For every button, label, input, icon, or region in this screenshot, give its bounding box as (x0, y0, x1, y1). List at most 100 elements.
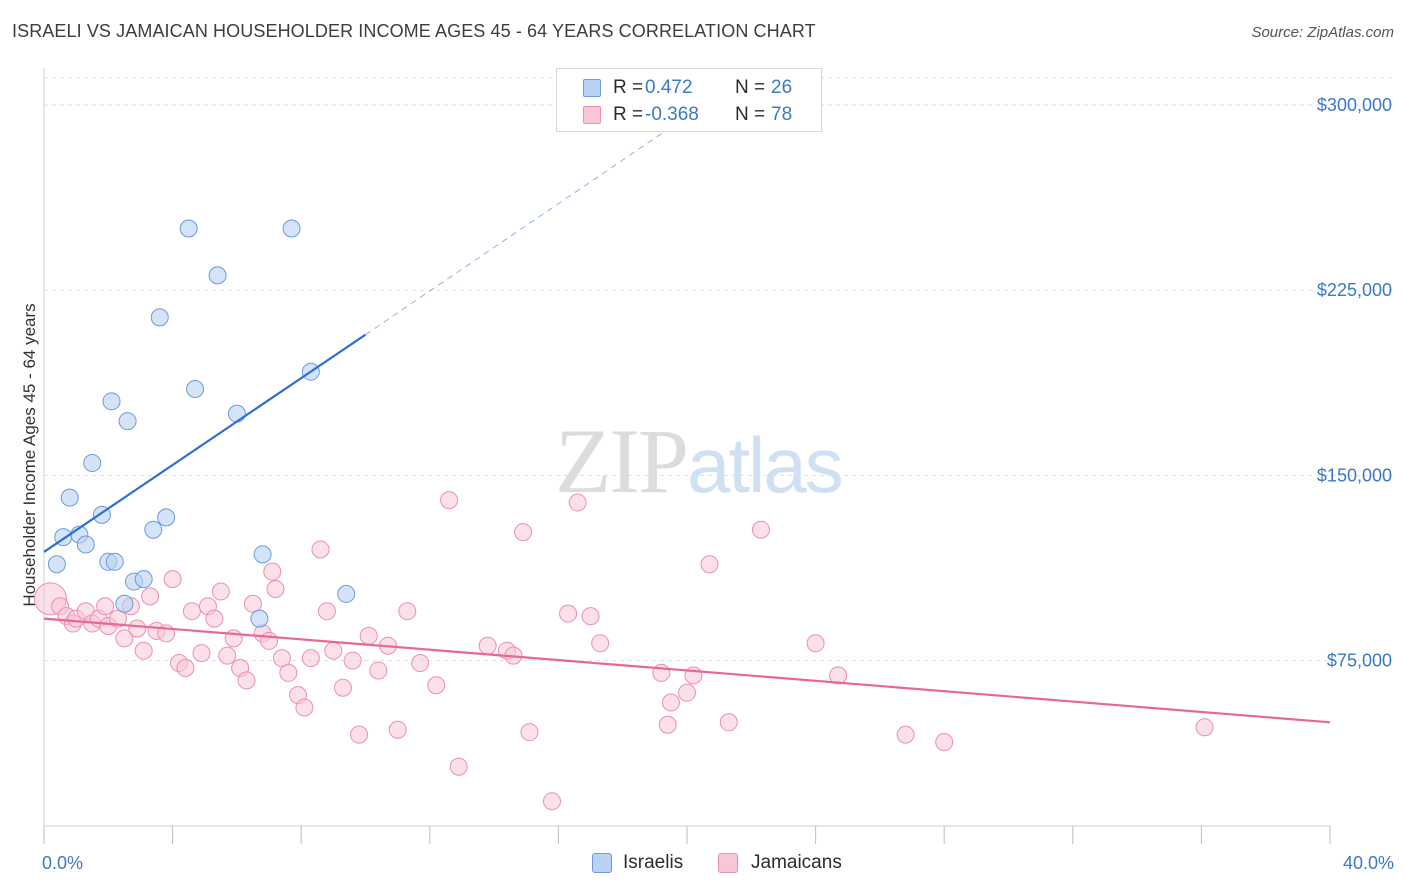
jamaicans-point (591, 634, 610, 653)
jamaicans-point (163, 570, 182, 589)
grid-lines (44, 77, 1394, 662)
jamaicans-point (514, 523, 533, 542)
n-value: 78 (771, 104, 793, 125)
israelis-point (60, 488, 79, 507)
israelis-swatch (583, 79, 601, 97)
jamaicans-swatch (583, 106, 601, 124)
israelis-point (157, 508, 176, 527)
israelis-point (186, 379, 205, 398)
israelis-point (134, 570, 153, 589)
r-value: -0.368 (645, 104, 699, 125)
jamaicans-point (559, 604, 578, 623)
jamaicans-point (134, 641, 153, 660)
israelis-point (250, 609, 269, 628)
trend-lines (43, 126, 1331, 724)
jamaicans-point (359, 626, 378, 645)
jamaicans-point (661, 693, 680, 712)
jamaicans-trend-line (43, 617, 1331, 724)
jamaicans-point (237, 671, 256, 690)
israelis-point (47, 555, 66, 574)
jamaicans-point (141, 587, 160, 606)
israelis-point (253, 545, 272, 564)
jamaicans-point (96, 597, 115, 616)
r-label: R = (613, 104, 644, 125)
israelis-point (102, 392, 121, 411)
israelis-point (179, 219, 198, 238)
jamaicans-point (176, 658, 195, 677)
jamaicans-point (542, 792, 561, 811)
jamaicans-point (719, 713, 738, 732)
jamaicans-point (658, 715, 677, 734)
israelis-point (83, 454, 102, 473)
jamaicans-point (1195, 718, 1214, 737)
jamaicans-point (279, 663, 298, 682)
jamaicans-point (520, 723, 539, 742)
n-label: N = (735, 104, 766, 125)
jamaicans-point (263, 562, 282, 581)
jamaicans-point (449, 757, 468, 776)
jamaicans-point (581, 607, 600, 626)
israelis-point (208, 266, 227, 285)
jamaicans-point (806, 634, 825, 653)
jamaicans-point (128, 619, 147, 638)
jamaicans-point (182, 602, 201, 621)
jamaicans-point (218, 646, 237, 665)
jamaicans-point (115, 629, 134, 648)
jamaicans-point (700, 555, 719, 574)
y-tick-label: $75,000 (1327, 651, 1392, 671)
jamaicans-point (333, 678, 352, 697)
israelis-point (282, 219, 301, 238)
y-tick-label: $225,000 (1317, 280, 1392, 300)
jamaicans-point (272, 649, 291, 668)
correlation-legend: R = 0.472 N = 26 R = -0.368 N = 78 (556, 68, 822, 132)
jamaicans-point (935, 733, 954, 752)
jamaicans-point (398, 602, 417, 621)
jamaicans-point (108, 609, 127, 628)
jamaicans-point (205, 609, 224, 628)
jamaicans-point (343, 651, 362, 670)
chart-title: ISRAELI VS JAMAICAN HOUSEHOLDER INCOME A… (12, 21, 816, 41)
israelis-point (76, 535, 95, 554)
jamaicans-point (266, 579, 285, 598)
jamaicans-point (317, 602, 336, 621)
watermark-atlas: atlas (687, 421, 844, 509)
source-credit: Source: ZipAtlas.com (1251, 24, 1394, 41)
israelis-point (150, 308, 169, 327)
axes (43, 68, 1331, 844)
israelis-point (337, 584, 356, 603)
y-tick-label: $300,000 (1317, 95, 1392, 115)
jamaicans-point (324, 641, 343, 660)
jamaicans-point (192, 644, 211, 663)
y-tick-labels: $75,000 $150,000 $225,000 $300,000 (1317, 95, 1392, 671)
jamaicans-point (211, 582, 230, 601)
israelis-trend-line (43, 333, 367, 553)
x-axis-min-label: 0.0% (42, 853, 84, 873)
israelis-trend-extension (365, 126, 672, 336)
n-label: N = (735, 77, 766, 98)
jamaicans-point (896, 725, 915, 744)
jamaicans-point (243, 594, 262, 613)
jamaicans-point (295, 698, 314, 717)
jamaicans-point (260, 631, 279, 650)
jamaicans-point (350, 725, 369, 744)
jamaicans-point (411, 654, 430, 673)
x-axis-max-label: 40.0% (1342, 853, 1394, 873)
jamaicans-point (440, 491, 459, 510)
israelis-point (144, 520, 163, 539)
israelis-point (227, 404, 246, 423)
jamaicans-legend-label: Jamaicans (751, 852, 842, 873)
y-tick-label: $150,000 (1317, 465, 1392, 485)
israelis-point (105, 552, 124, 571)
jamaicans-point (751, 520, 770, 539)
jamaicans-point (568, 493, 587, 512)
israelis-points (47, 219, 356, 628)
jamaicans-point (427, 676, 446, 695)
israelis-point (115, 594, 134, 613)
jamaicans-points (33, 491, 1214, 811)
jamaicans-point (829, 666, 848, 685)
jamaicans-point (311, 540, 330, 559)
israelis-legend-label: Israelis (623, 852, 684, 873)
jamaicans-point (301, 649, 320, 668)
israelis-point (118, 412, 137, 431)
